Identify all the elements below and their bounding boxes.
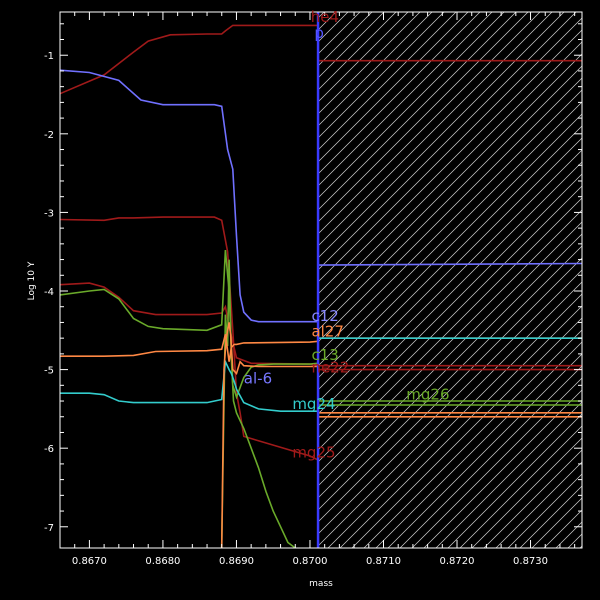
series-label-he4: he4 — [311, 8, 339, 26]
y-tick-label: -3 — [44, 208, 54, 219]
x-tick-label: 0.8680 — [145, 556, 180, 567]
y-axis-title: Log 10 Y — [27, 261, 37, 300]
y-tick-label: -5 — [44, 366, 54, 377]
y-tick-label: -7 — [44, 523, 54, 534]
series-label-c13: c13 — [311, 346, 338, 364]
series-line-n14 — [220, 259, 296, 548]
x-axis-title: mass — [309, 579, 333, 589]
series-label-mg26: mg26 — [406, 385, 449, 403]
series-line-p — [60, 69, 582, 323]
y-tick-label: -2 — [44, 130, 54, 141]
x-ticks: 0.8670 0.8680 0.8690 0.8700 0.8710 0.8720 0.87… — [72, 12, 576, 567]
x-tick-label: 0.8690 — [219, 556, 254, 567]
series-label-p: p — [314, 24, 324, 42]
series-label-c12: c12 — [311, 307, 338, 325]
series-line-mg25 — [220, 322, 582, 548]
plot-frame — [59, 11, 583, 549]
x-tick-label: 0.8730 — [513, 556, 548, 567]
series-line-al27 — [60, 334, 582, 362]
series-line-mg24 — [60, 337, 582, 413]
y-tick-label: -4 — [44, 287, 54, 298]
x-tick-label: 0.8670 — [72, 556, 107, 567]
series-label-ne22: ne22 — [311, 359, 349, 377]
y-ticks: -1 -2 -3 -4 -5 -6 -7 — [44, 23, 582, 534]
hatched-region — [318, 12, 582, 548]
shaded-region — [318, 12, 582, 548]
x-tick-label: 0.8720 — [440, 556, 475, 567]
y-tick-label: -6 — [44, 444, 54, 455]
x-tick-label: 0.8710 — [366, 556, 401, 567]
x-tick-label: 0.8700 — [292, 556, 327, 567]
series-label-mg24: mg24 — [292, 395, 335, 413]
series-layer — [60, 24, 582, 548]
series-label-al-6: al-6 — [244, 370, 272, 388]
y-tick-label: -1 — [44, 51, 54, 62]
series-label-mg25: mg25 — [292, 444, 335, 462]
series-label-al27: al27 — [311, 323, 343, 341]
